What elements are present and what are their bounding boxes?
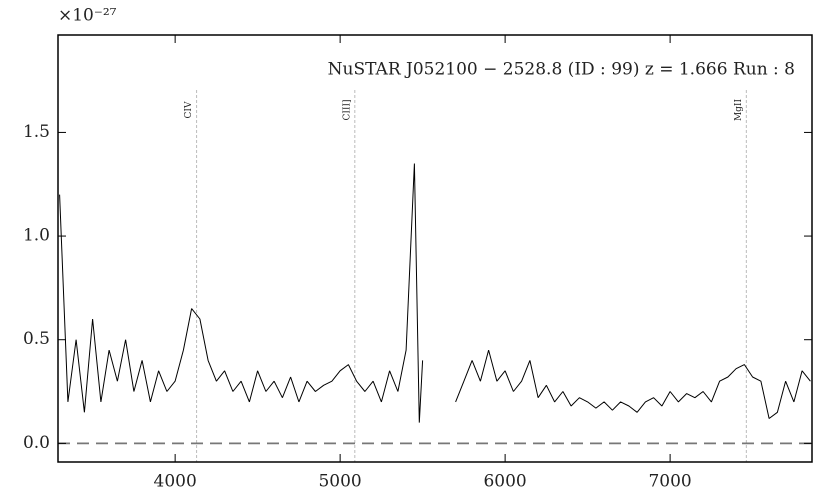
- y-tick-label: 0.0: [23, 433, 50, 453]
- offset-label: ×10⁻²⁷: [58, 6, 117, 26]
- spectrum-line: [59, 163, 811, 423]
- x-tick-label: 5000: [318, 472, 361, 492]
- x-tick-label: 7000: [648, 472, 691, 492]
- line-label: MgII: [734, 99, 744, 122]
- y-tick-label: 1.5: [23, 122, 50, 142]
- chart-title: NuSTAR J052100 − 2528.8 (ID : 99) z = 1.…: [328, 60, 795, 80]
- y-tick-label: 1.0: [23, 226, 50, 246]
- x-tick-label: 6000: [483, 472, 526, 492]
- y-tick-label: 0.5: [23, 329, 50, 349]
- line-label: CIII]: [342, 99, 352, 120]
- plot-frame: [57, 34, 813, 463]
- x-tick-label: 4000: [154, 472, 197, 492]
- line-label: CIV: [184, 101, 194, 118]
